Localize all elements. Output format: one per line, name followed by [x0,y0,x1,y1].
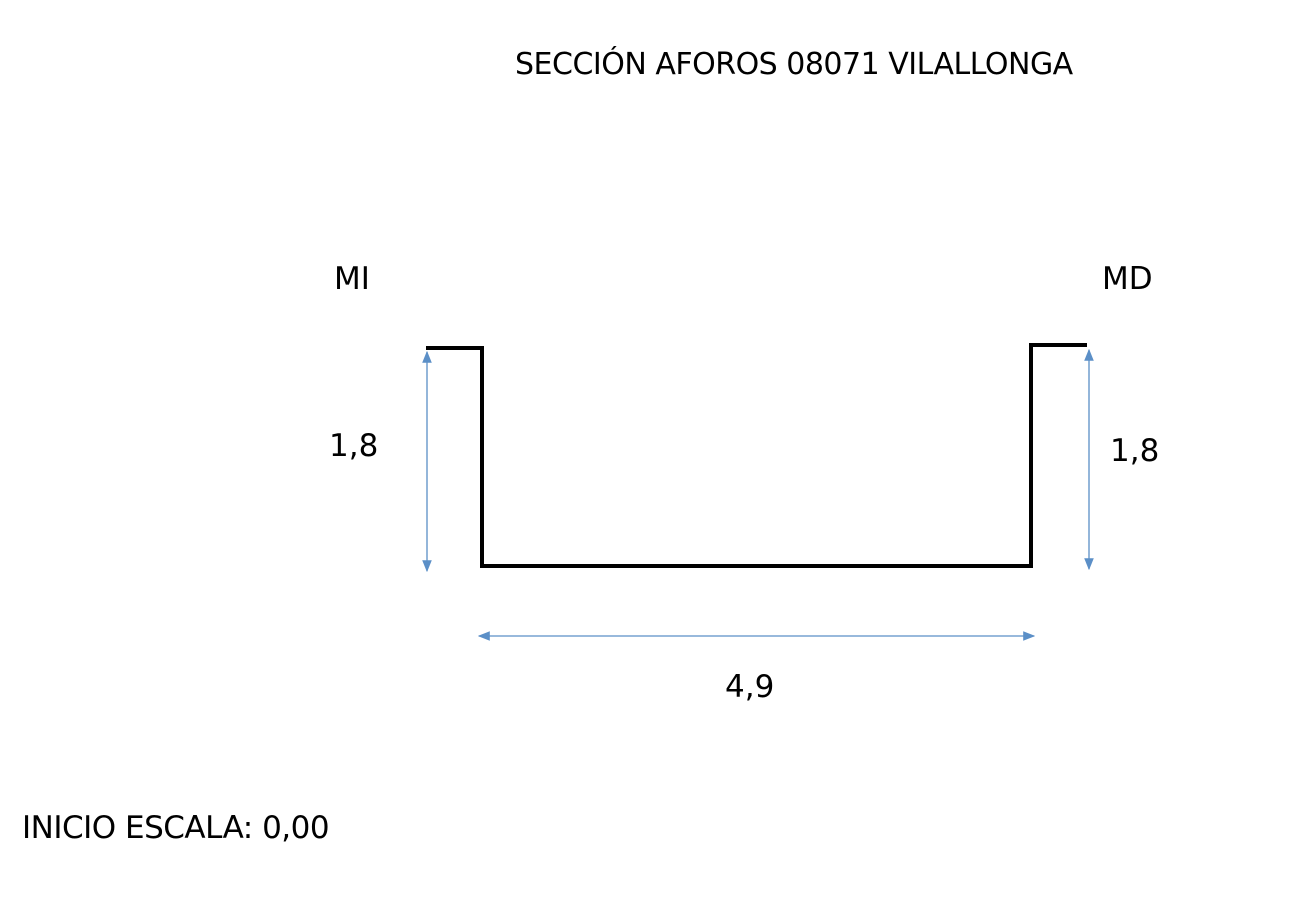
channel-width-value: 4,9 [725,669,775,705]
right-bank-label: MD [1102,261,1153,297]
diagram-title: SECCIÓN AFOROS 08071 VILALLONGA [515,47,1073,82]
channel-section-outline [426,343,1087,568]
left-bank-label: MI [334,261,370,297]
left-depth-value: 1,8 [329,428,379,464]
right-depth-value: 1,8 [1110,433,1160,469]
scale-start-label: INICIO ESCALA: 0,00 [22,810,330,846]
